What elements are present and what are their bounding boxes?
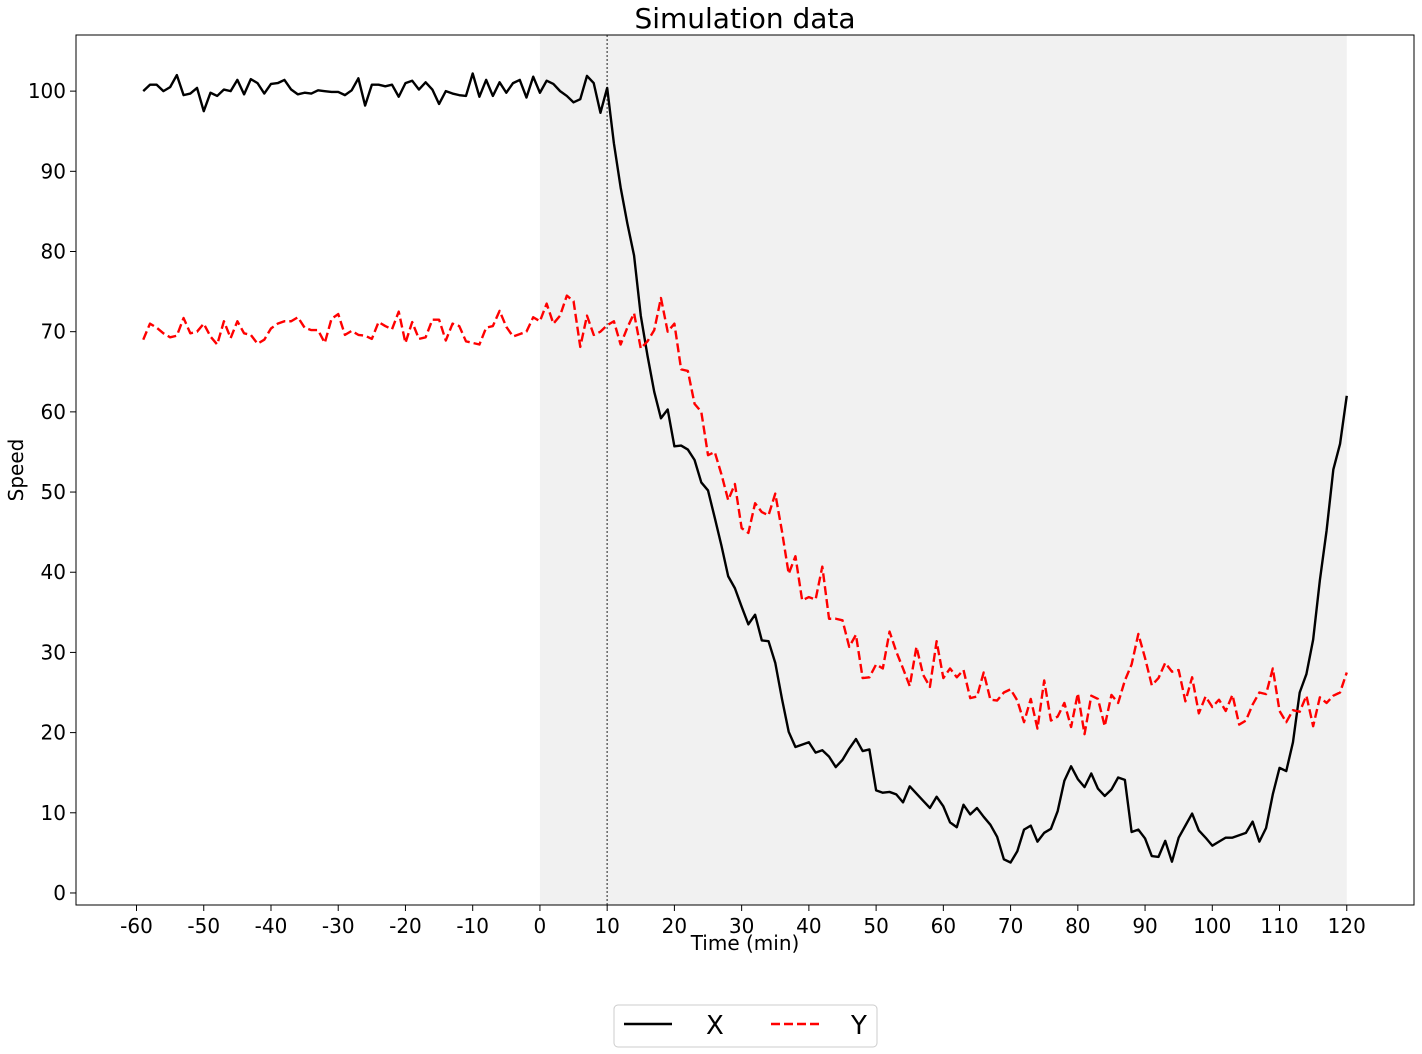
series-line-x	[142, 72, 1348, 864]
x-tick-label: 80	[1065, 914, 1090, 938]
legend-frame	[613, 1004, 878, 1048]
x-axis-title: Time (min)	[690, 931, 800, 955]
series-layer	[142, 72, 1348, 864]
x-tick-label: 70	[998, 914, 1023, 938]
y-tick-label: 100	[28, 79, 66, 103]
y-tick-label: 90	[41, 159, 66, 183]
x-tick-label: 60	[931, 914, 956, 938]
legend-label-x: X	[706, 1011, 724, 1041]
x-tick-label: -20	[389, 914, 422, 938]
x-tick-label: 10	[594, 914, 619, 938]
y-tick-label: 60	[41, 400, 66, 424]
x-tick-label: -60	[120, 914, 153, 938]
y-tick-label: 50	[41, 480, 66, 504]
x-tick-label: 30	[729, 914, 754, 938]
x-tick-label: -10	[456, 914, 489, 938]
x-tick-label: 120	[1328, 914, 1366, 938]
x-tick-label: 100	[1193, 914, 1231, 938]
x-tick-label: -50	[187, 914, 220, 938]
x-tick-label: 20	[662, 914, 687, 938]
x-tick-label: -40	[255, 914, 288, 938]
x-tick-label: 40	[796, 914, 821, 938]
shaded-region	[539, 35, 1347, 905]
x-tick-label: 50	[863, 914, 888, 938]
plot-frame	[75, 34, 1415, 906]
x-tick-label: 110	[1260, 914, 1298, 938]
x-tick-label: 0	[534, 914, 547, 938]
x-tick-label: 90	[1132, 914, 1157, 938]
y-tick-label: 20	[41, 721, 66, 745]
y-tick-label: 80	[41, 239, 66, 263]
y-tick-label: 30	[41, 640, 66, 664]
y-tick-label: 10	[41, 801, 66, 825]
x-tick-label: -30	[322, 914, 355, 938]
y-axis-title: Speed	[4, 439, 28, 502]
y-tick-label: 40	[41, 560, 66, 584]
y-tick-label: 0	[53, 881, 66, 905]
plot-background	[539, 35, 1347, 905]
legend-label-y: Y	[850, 1011, 867, 1041]
axes-layer: -60 -50 -40 -30 -20 -10 0 10 20 30 40 50 60 70 80 90 100…	[28, 34, 1415, 938]
chart-title: Simulation data	[634, 2, 855, 35]
y-tick-label: 70	[41, 320, 66, 344]
